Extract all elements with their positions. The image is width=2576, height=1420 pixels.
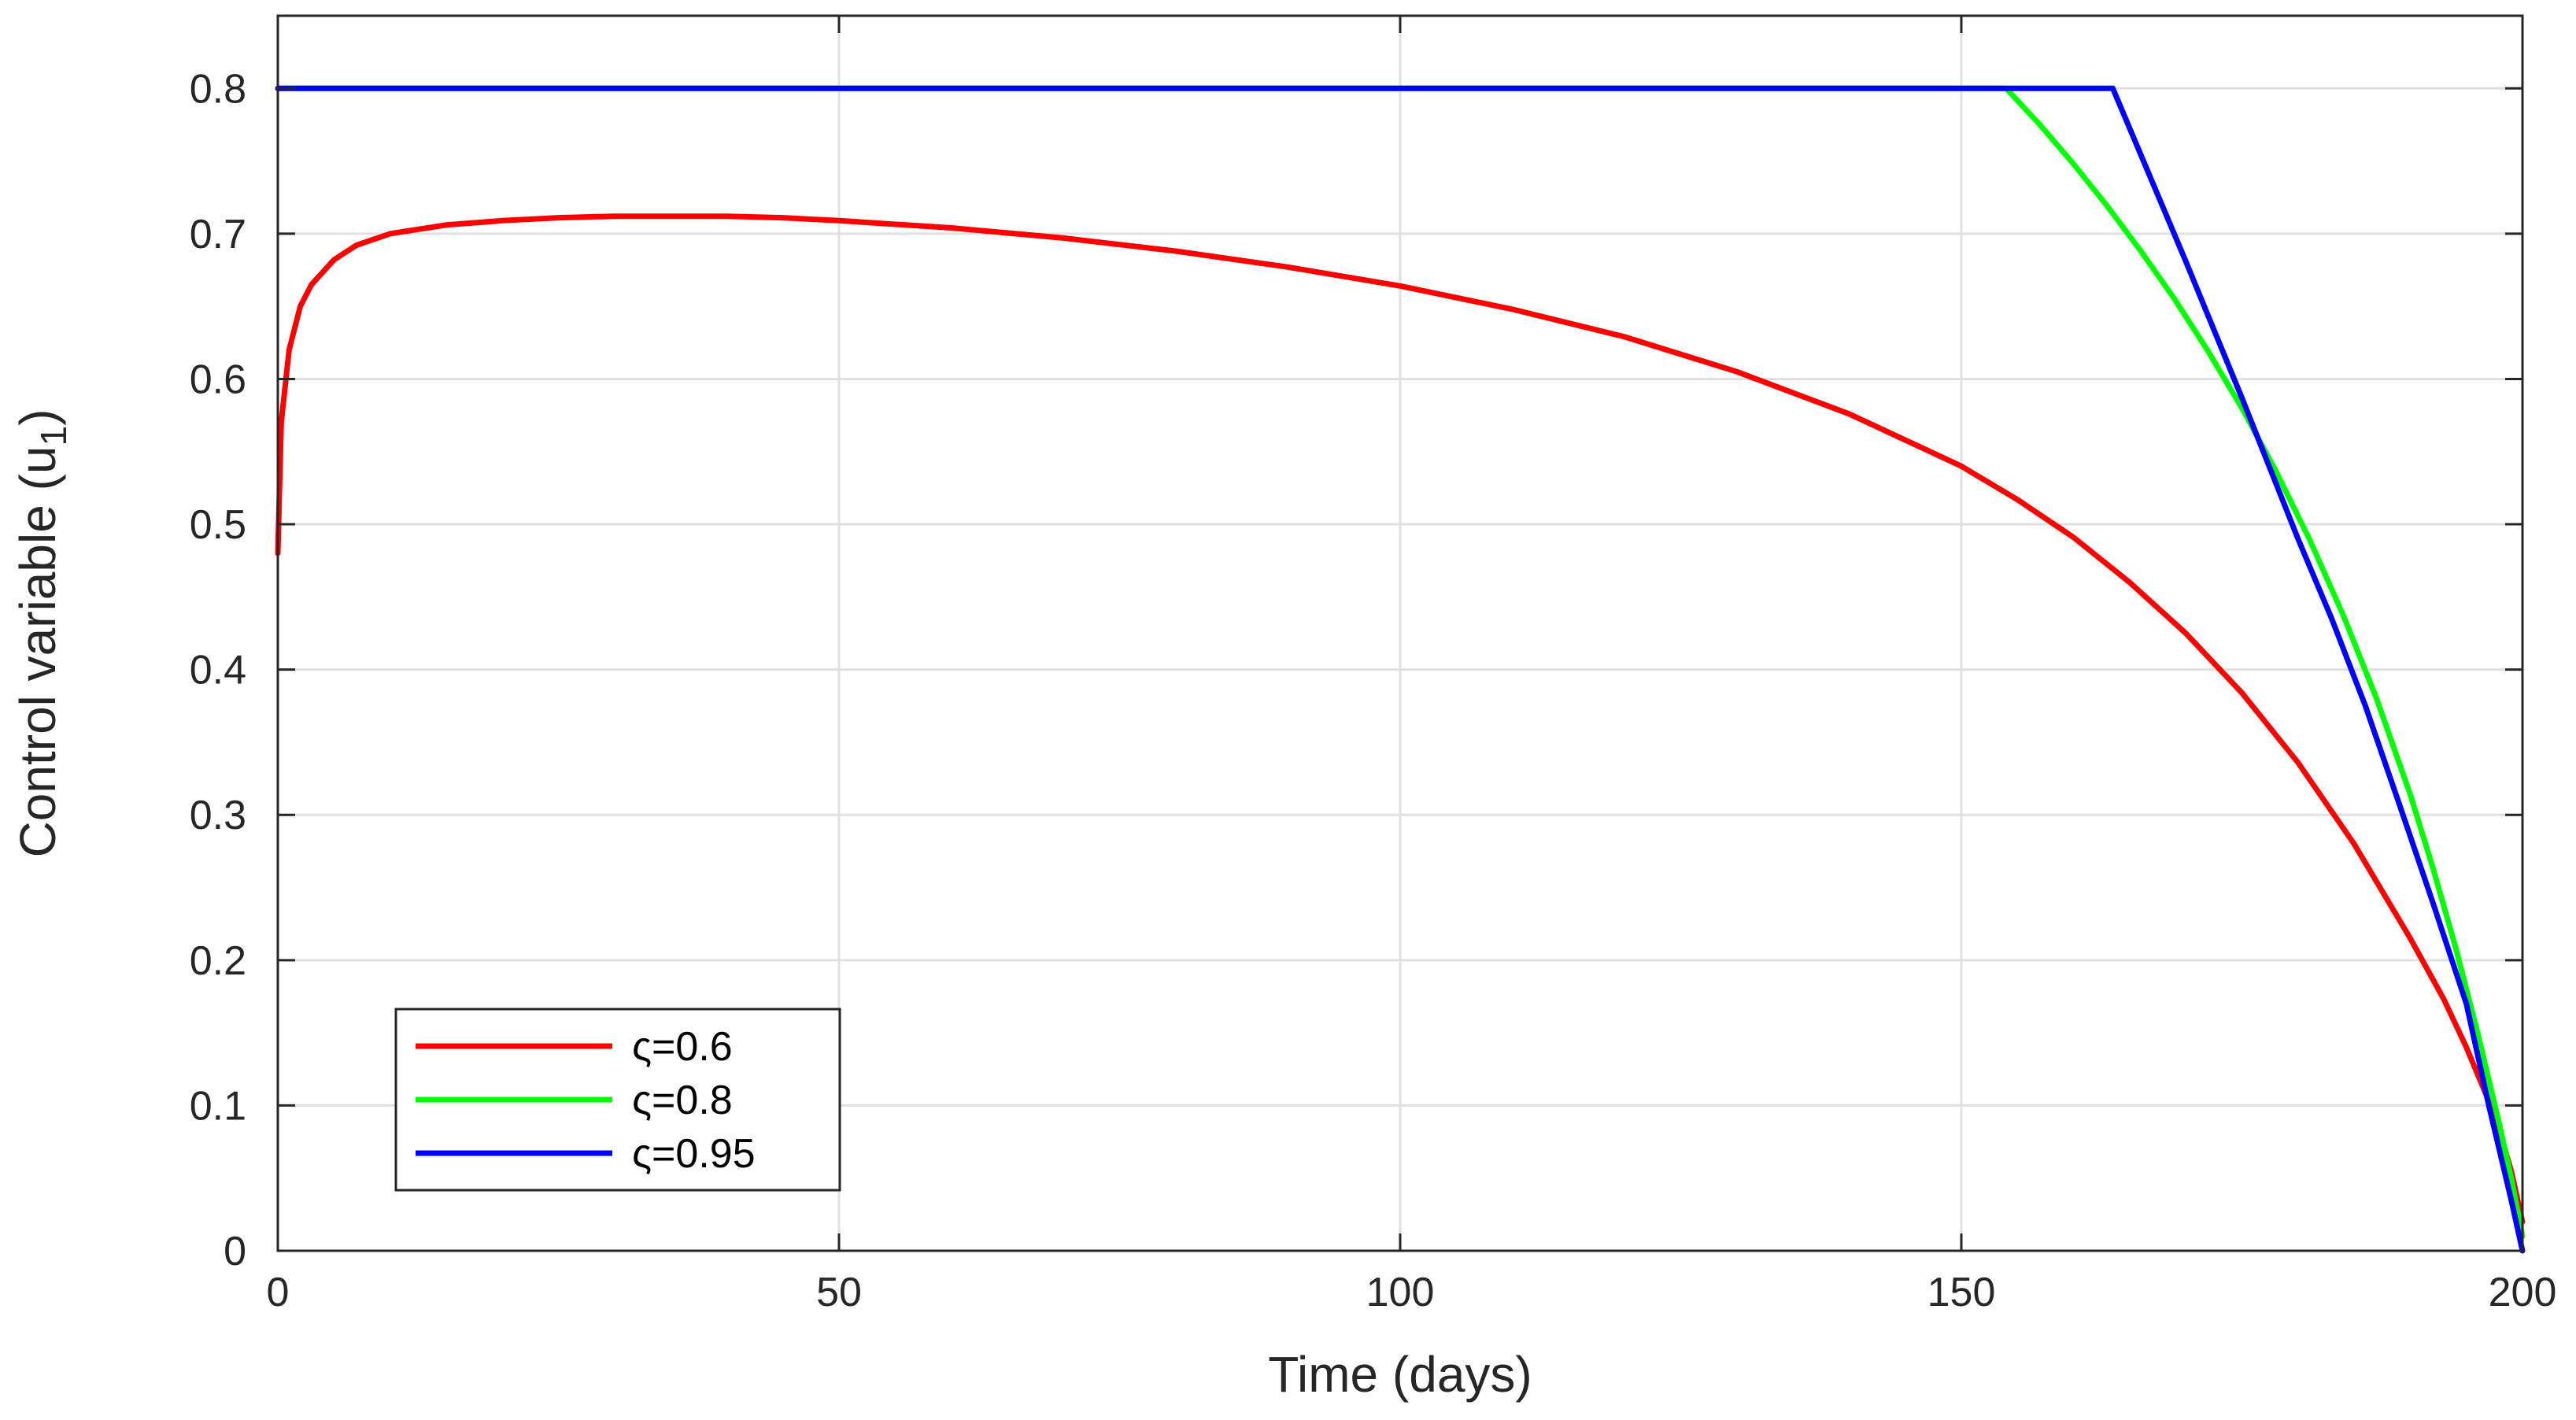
x-tick-label: 200 — [2489, 1270, 2557, 1315]
y-tick-label: 0.4 — [190, 648, 246, 693]
x-tick-label: 50 — [816, 1270, 862, 1315]
legend: ς=0.6 ς=0.8 ς=0.95 — [394, 1008, 841, 1192]
y-tick-label: 0.2 — [190, 938, 246, 984]
series-line-1 — [275, 213, 2526, 1225]
tick-labels: 0 50 100 150 200 0 0.1 0.2 0.3 0.4 0.5 0.6 0.7 0.8 — [190, 66, 2557, 1315]
y-axis-title-close: ) — [9, 409, 66, 426]
y-axis-title: Control variable (u1) — [9, 409, 74, 858]
y-tick-label: 0.8 — [190, 66, 246, 112]
series-line-3 — [275, 85, 2526, 1254]
y-tick-label: 0.5 — [190, 502, 246, 548]
y-axis-title-main: Control variable (u — [9, 446, 66, 858]
x-tick-label: 150 — [1927, 1270, 1996, 1315]
legend-label-2: ς=0.8 — [632, 1078, 733, 1123]
y-tick-label: 0.7 — [190, 212, 246, 257]
y-tick-label: 0.3 — [190, 793, 246, 838]
y-tick-label: 0.6 — [190, 357, 246, 402]
x-tick-label: 0 — [267, 1270, 290, 1315]
y-tick-label: 0 — [224, 1229, 246, 1274]
y-tick-label: 0.1 — [190, 1083, 246, 1129]
x-axis-title: Time (days) — [1268, 1346, 1532, 1403]
ticks — [276, 16, 2524, 1252]
legend-label-1: ς=0.6 — [632, 1024, 733, 1070]
series-line-2 — [275, 85, 2526, 1239]
y-axis-title-subscript: 1 — [33, 426, 74, 446]
legend-label-3: ς=0.95 — [632, 1131, 756, 1177]
series-group — [275, 85, 2526, 1254]
x-tick-label: 100 — [1366, 1270, 1435, 1315]
